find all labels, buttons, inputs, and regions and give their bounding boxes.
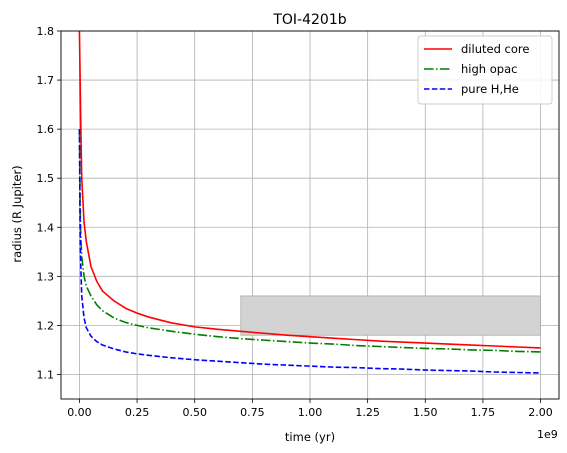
y-tick-label: 1.3 — [37, 270, 55, 283]
x-axis: 0.00 0.25 0.50 0.75 1.00 1.25 1.50 1.75 2.00 — [67, 399, 553, 419]
x-tick-label: 0.00 — [67, 406, 92, 419]
x-tick-label: 1.50 — [413, 406, 438, 419]
x-tick-label: 0.75 — [240, 406, 265, 419]
legend-label: high opac — [461, 62, 517, 76]
y-tick-label: 1.4 — [37, 221, 55, 234]
legend-label: diluted core — [461, 42, 529, 56]
series-line-high-opac — [78, 129, 541, 353]
x-tick-label: 0.25 — [125, 406, 150, 419]
y-axis: 1.1 1.2 1.3 1.4 1.5 1.6 1.7 1.8 — [37, 25, 61, 381]
y-tick-label: 1.8 — [37, 25, 55, 38]
y-tick-label: 1.1 — [37, 368, 55, 381]
series-lines — [78, 30, 541, 374]
y-axis-label: radius (R Jupiter) — [10, 165, 24, 262]
y-tick-label: 1.7 — [37, 74, 55, 87]
shaded-region — [240, 295, 541, 336]
x-axis-offset-label: 1e9 — [537, 428, 558, 441]
y-tick-label: 1.5 — [37, 172, 55, 185]
y-tick-label: 1.2 — [37, 319, 55, 332]
x-tick-label: 1.25 — [355, 406, 380, 419]
x-tick-label: 2.00 — [528, 406, 553, 419]
legend-label: pure H,He — [461, 82, 519, 96]
chart-title: TOI-4201b — [272, 12, 346, 28]
x-tick-label: 0.50 — [182, 406, 207, 419]
series-line-pure-h-he — [78, 129, 541, 374]
legend: diluted core high opac pure H,He — [417, 35, 553, 105]
observed-radius-range-box — [240, 295, 541, 336]
x-tick-label: 1.00 — [298, 406, 323, 419]
x-tick-label: 1.75 — [471, 406, 496, 419]
legend-box — [417, 35, 553, 105]
x-axis-label: time (yr) — [285, 430, 335, 444]
series-line-diluted-core — [78, 30, 541, 349]
y-tick-label: 1.6 — [37, 123, 55, 136]
